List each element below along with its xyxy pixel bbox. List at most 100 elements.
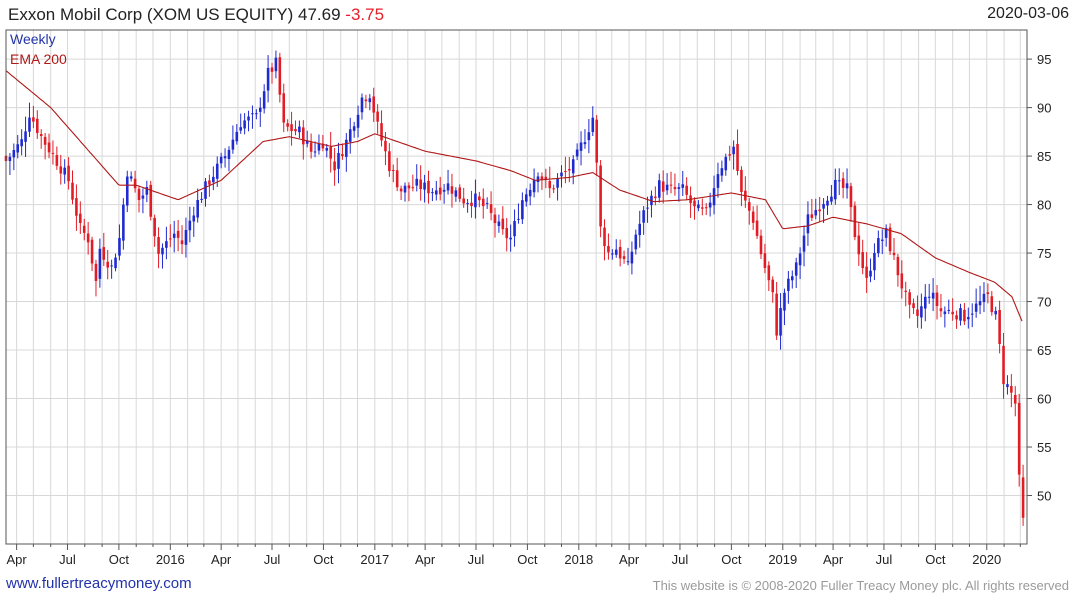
candle-body [184, 229, 188, 245]
candle-body [677, 187, 681, 189]
candle-body [642, 210, 645, 223]
candle-body [904, 290, 908, 293]
candle-body [556, 178, 559, 188]
plot-frame [5, 29, 1028, 545]
candle-body [176, 230, 180, 238]
candle-body [493, 214, 497, 224]
candle-body [161, 247, 164, 255]
candle-body [955, 315, 958, 320]
candle-body [747, 202, 751, 211]
candle-body [826, 200, 829, 206]
site-link[interactable]: www.fullertreacymoney.com [6, 575, 192, 592]
candle-body [419, 179, 422, 190]
candle-body [536, 176, 540, 183]
candle-body [521, 200, 524, 220]
candle-body [607, 246, 610, 253]
candle-body [415, 178, 419, 186]
candle-body [720, 168, 724, 176]
candle-body [86, 233, 90, 243]
candle-body [924, 296, 927, 309]
candle-body [110, 265, 113, 267]
candle-body [994, 310, 997, 315]
candle-body [920, 306, 923, 318]
candle-body [431, 192, 434, 194]
candle-body [337, 152, 340, 169]
candle-body [231, 139, 235, 150]
candle-body [403, 185, 407, 193]
candle-body [446, 183, 450, 191]
x-tick-label: 2017 [360, 552, 389, 567]
candle-body [376, 111, 379, 122]
x-tick-label: Jul [264, 552, 281, 567]
ema-200-line [5, 70, 1023, 322]
candle-body [258, 107, 262, 112]
candle-body [892, 252, 896, 256]
candle-body [478, 196, 481, 201]
candle-body [657, 180, 661, 198]
candle-body [673, 187, 677, 190]
candle-body [646, 207, 649, 209]
candle-body [442, 189, 446, 192]
candle-body [204, 181, 207, 199]
candle-body [1010, 385, 1013, 393]
candle-body [368, 98, 372, 103]
candle-body [454, 190, 458, 197]
candle-body [133, 178, 137, 189]
candle-body [489, 204, 493, 214]
candle-body [36, 118, 39, 134]
candle-body [458, 187, 462, 199]
candle-body [849, 186, 853, 208]
x-tick-label: Oct [313, 552, 334, 567]
candle-body [630, 251, 634, 264]
candle-body [963, 309, 966, 322]
candle-body [822, 203, 825, 209]
candle-body [517, 218, 520, 220]
candle-body [356, 114, 360, 128]
candle-body [47, 142, 51, 153]
candle-body [552, 188, 555, 190]
candle-body [79, 213, 82, 224]
candle-body [247, 116, 250, 121]
candle-body [888, 227, 892, 252]
candle-body [611, 253, 614, 255]
candle-body [462, 198, 465, 204]
candle-body [900, 273, 904, 289]
x-tick-label: Apr [211, 552, 232, 567]
x-tick-label: Apr [7, 552, 28, 567]
candles [4, 50, 1025, 526]
candle-body [165, 241, 168, 248]
candle-body [591, 117, 595, 132]
candle-body [192, 215, 196, 222]
candle-body [82, 225, 86, 233]
candle-body [873, 253, 876, 271]
candle-body [751, 211, 755, 223]
candle-body [329, 146, 332, 159]
candle-body [305, 140, 309, 144]
y-tick-label: 95 [1037, 52, 1051, 67]
candle-body [818, 209, 821, 212]
x-tick-label: Apr [415, 552, 436, 567]
ema-line-group [5, 70, 1023, 322]
candle-body [98, 248, 102, 279]
candle-body [810, 214, 814, 218]
candle-body [321, 143, 325, 149]
candle-body [169, 238, 172, 240]
candle-body [916, 309, 919, 316]
candle-body [196, 199, 199, 218]
candle-body [67, 165, 70, 182]
candle-body [528, 189, 532, 197]
candle-body [568, 169, 571, 171]
y-tick-label: 65 [1037, 343, 1051, 358]
candle-body [501, 218, 505, 230]
candle-body [1021, 477, 1025, 518]
candle-body [974, 303, 978, 312]
candle-body [223, 156, 227, 159]
candle-body [865, 266, 868, 278]
candle-body [618, 247, 622, 259]
candle-body [71, 182, 74, 200]
chart-date: 2020-03-06 [987, 5, 1069, 22]
y-tick-label: 75 [1037, 246, 1051, 261]
candle-body [251, 113, 254, 115]
candle-body [947, 309, 951, 311]
